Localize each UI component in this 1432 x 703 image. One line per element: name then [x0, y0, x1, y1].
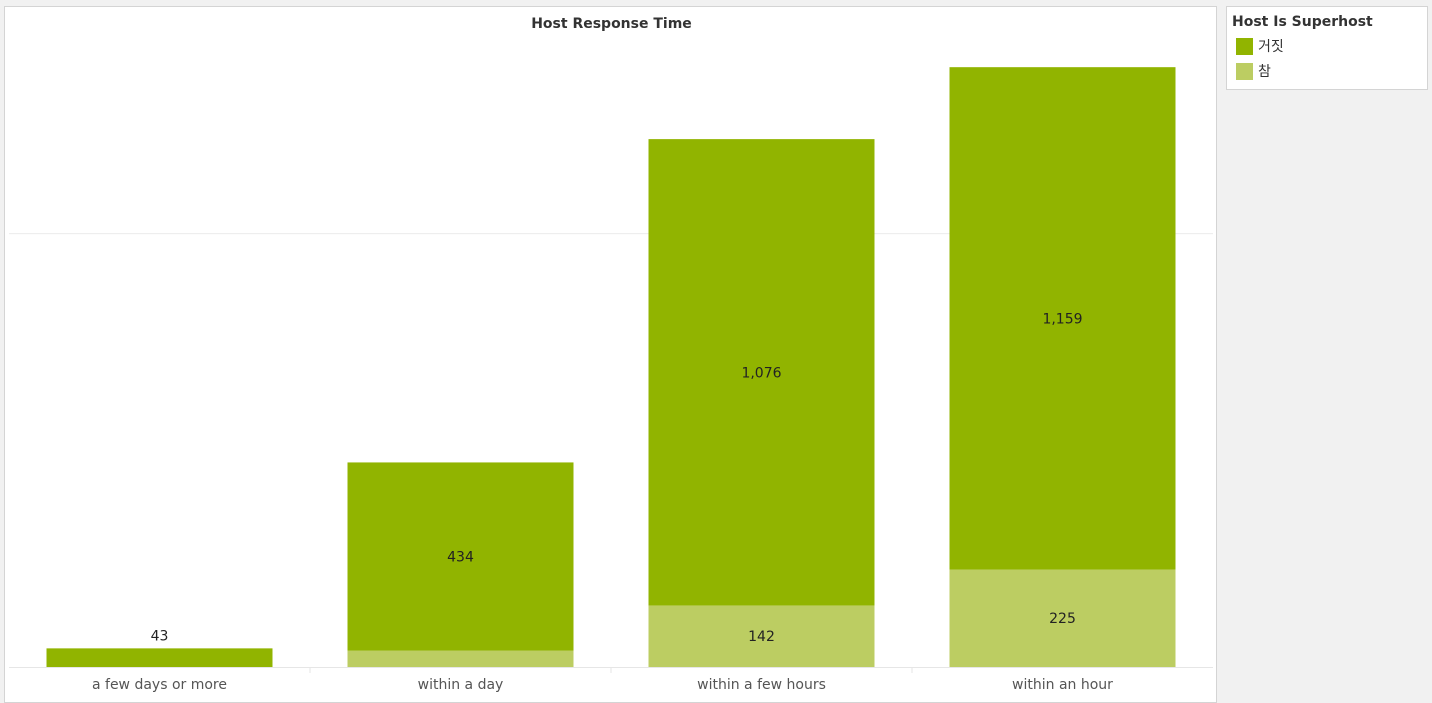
data-label-true-2: 142 — [748, 629, 775, 645]
chart-title: Host Response Time — [531, 16, 692, 32]
data-label-false-2: 1,076 — [741, 365, 781, 381]
legend-swatch-true — [1236, 62, 1253, 80]
stacked-bar-chart: 43 a few days or more 434 within a day 142 1,… — [9, 67, 1213, 693]
data-label-false-3: 1,159 — [1042, 311, 1082, 327]
legend-panel: Host Is Superhost 거짓 참 — [1226, 6, 1428, 90]
legend-item-false[interactable]: 거짓 — [1236, 37, 1284, 55]
data-label-true-3: 225 — [1049, 611, 1076, 627]
legend-label-false: 거짓 — [1258, 39, 1284, 55]
legend-title: Host Is Superhost — [1232, 14, 1373, 30]
x-tick-label-3: within an hour — [1012, 677, 1113, 693]
bar-false-3 — [949, 67, 1176, 570]
x-tick-label-1: within a day — [418, 677, 504, 693]
legend-label-true: 참 — [1258, 64, 1271, 80]
x-tick-label-2: within a few hours — [697, 677, 826, 693]
legend-item-true[interactable]: 참 — [1236, 62, 1271, 80]
bar-false-1 — [347, 462, 574, 651]
bar-true-3 — [949, 569, 1176, 667]
data-label-false-1: 434 — [447, 549, 474, 565]
bar-true-2 — [648, 605, 875, 667]
chart-panel: Host Response Time 43 a few days or more 4… — [4, 6, 1217, 703]
legend-swatch-false — [1236, 37, 1253, 55]
bar-false-2 — [648, 139, 875, 606]
data-label-false-0: 43 — [151, 628, 169, 644]
x-tick-label-0: a few days or more — [92, 677, 227, 693]
bar-false-0 — [46, 648, 273, 667]
bar-true-1 — [347, 650, 574, 667]
